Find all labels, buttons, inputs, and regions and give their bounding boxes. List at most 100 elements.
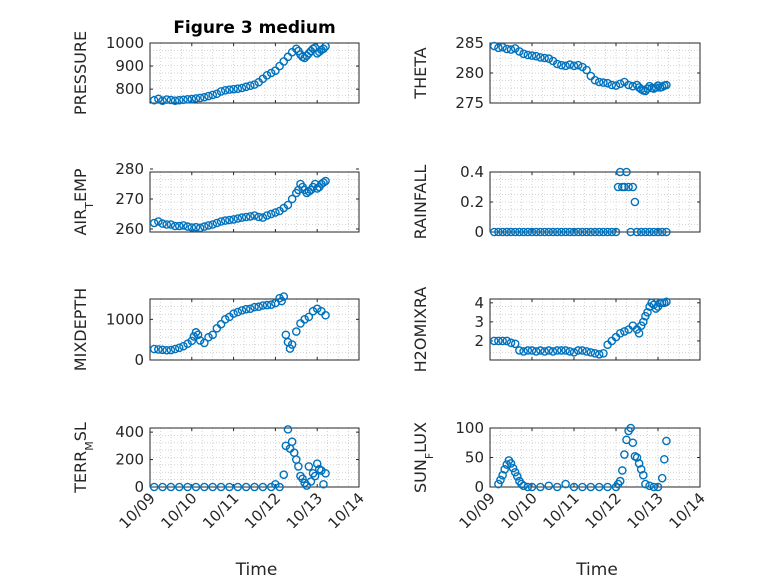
sun-flux-ytick-label: 50 (465, 449, 484, 467)
terr-msl-data-point (312, 459, 322, 468)
air-temp-ytick-label: 270 (115, 190, 144, 208)
pressure-data-point (304, 49, 314, 58)
mixdepth-data-point (287, 340, 297, 349)
air-temp-data-point (170, 221, 180, 231)
sun-flux-data-point (569, 482, 579, 492)
sun-flux-data-point (552, 482, 562, 492)
terr-msl-data-point (294, 462, 303, 471)
terr-msl-data-point (174, 482, 184, 492)
pressure-data-point (166, 95, 176, 105)
theta-data-point (607, 80, 617, 90)
rainfall-data-point (523, 227, 533, 237)
h2omixra-data-point (552, 346, 562, 355)
air-temp-data-point (162, 220, 172, 229)
sun-flux-data-point (653, 482, 663, 492)
pressure-data-point (291, 44, 301, 54)
sun-flux-data-point (645, 481, 654, 491)
sun-flux-data-point (519, 481, 528, 491)
theta-data-point (489, 41, 499, 51)
mixdepth-data-point (174, 343, 184, 353)
pressure-data-point (262, 71, 272, 80)
rainfall-data-point (494, 227, 503, 237)
theta-data-point (590, 75, 600, 85)
mixdepth-data-point (321, 310, 330, 320)
air-temp-data-point (319, 178, 328, 187)
rainfall-data-point (599, 227, 608, 237)
terr-msl-data-point (306, 477, 316, 486)
terr-msl-data-point (250, 482, 259, 492)
subplot-pressure: 800 900 1000 PRESSURE Figure 3 medium (71, 18, 360, 115)
mixdepth-data-point (254, 302, 263, 312)
pressure-data-point (216, 87, 226, 96)
h2omixra-data-point (502, 336, 512, 346)
h2omixra-data-point (510, 339, 520, 349)
air-temp-data-point (174, 221, 184, 231)
air-temp-data-point (254, 212, 263, 222)
pressure-data-point (233, 84, 243, 93)
subplot-sun-flux: 05010010/0910/1010/1110/1210/1310/14SUNF… (411, 419, 709, 580)
terr-msl-data-point (216, 482, 226, 492)
sun-flux-data-point (641, 479, 650, 489)
air-temp-ytick-label: 280 (115, 160, 144, 178)
h2omixra-data-point (565, 347, 575, 356)
rainfall-grid (490, 172, 700, 232)
mixdepth-data-point (204, 332, 213, 342)
theta-data-point (565, 60, 575, 69)
mixdepth-data-point (179, 341, 188, 351)
sun-flux-grid (490, 428, 700, 487)
rainfall-data-point (569, 227, 579, 237)
rainfall-ytick-label: 0.4 (460, 163, 484, 181)
rainfall-data-point (613, 182, 623, 192)
h2omixra-data-point (651, 304, 661, 313)
pressure-data-point (200, 92, 209, 102)
h2omixra-data-point (506, 338, 516, 348)
mixdepth-data-point (195, 336, 205, 345)
pressure-data-point (241, 82, 251, 92)
sun-flux-data-point (620, 450, 629, 459)
pressure-data-point (319, 44, 328, 54)
mixdepth-data-point (170, 344, 180, 354)
theta-data-point (498, 42, 507, 52)
air-temp-data-point (266, 209, 276, 219)
theta-data-point (569, 61, 579, 71)
mixdepth-data-point (189, 332, 199, 341)
h2omixra-data-point (582, 347, 591, 356)
terr-msl-data-point (225, 482, 234, 492)
terr-msl-data-point (233, 482, 243, 492)
terr-msl-data-point (200, 482, 209, 492)
mixdepth-data-point (304, 312, 314, 322)
sun-flux-xtick-label: 10/14 (666, 489, 709, 532)
mixdepth-data-point (277, 296, 286, 306)
sun-flux-xtick-label: 10/11 (540, 489, 583, 532)
rainfall-data-point (548, 227, 558, 237)
pressure-data-point (174, 95, 184, 105)
rainfall-data-point (519, 227, 528, 237)
sun-flux-data-point (510, 467, 520, 477)
sun-flux-series (494, 423, 671, 492)
rainfall-data-point (531, 227, 541, 237)
sun-flux-xtick-label: 10/12 (582, 489, 625, 532)
mixdepth-data-point (241, 304, 251, 314)
sun-flux-data-point (508, 463, 518, 473)
mixdepth-data-point (250, 302, 259, 312)
air-temp-data-point (204, 221, 213, 230)
air-temp-ylabel: AIRTEMP (71, 168, 96, 235)
mixdepth-data-point (191, 328, 201, 337)
mixdepth-axes-box (149, 298, 360, 361)
pressure-ytick-label: 1000 (106, 34, 144, 52)
h2omixra-ylabel: H2OMIXRA (411, 287, 430, 373)
terr-msl-ytick-label: 200 (115, 451, 144, 469)
theta-data-point (599, 78, 608, 87)
rainfall-data-point (502, 227, 512, 237)
air-temp-data-point (237, 213, 247, 222)
air-temp-data-point (200, 222, 209, 231)
mixdepth-data-point (262, 300, 272, 310)
mixdepth-data-point (220, 315, 230, 324)
air-temp-data-point (246, 212, 255, 221)
mixdepth-data-point (208, 330, 217, 340)
sun-flux-data-point (660, 454, 669, 464)
pressure-data-point (246, 81, 255, 90)
rainfall-data-point (603, 227, 612, 237)
pressure-data-point (179, 95, 188, 105)
terr-msl-xtick-label: 10/14 (325, 489, 368, 532)
